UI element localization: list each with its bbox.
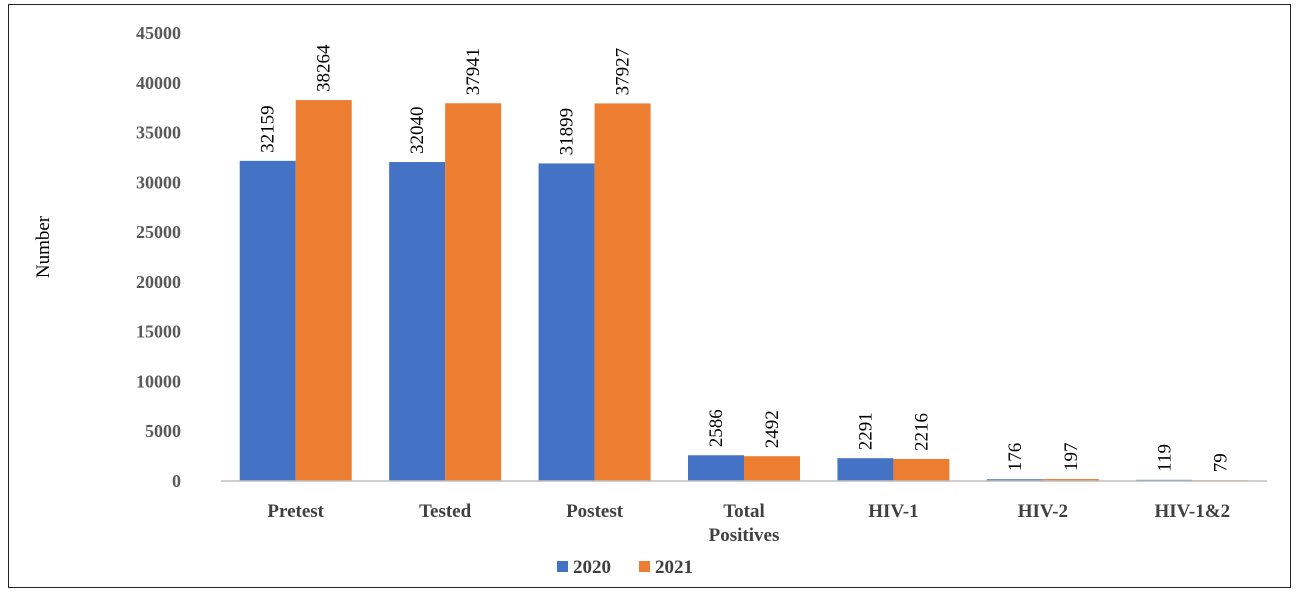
data-label: 32040	[407, 107, 428, 155]
y-tick-label: 40000	[136, 73, 181, 93]
x-tick-label: Positives	[709, 525, 780, 546]
bar-2020-3	[688, 455, 744, 481]
data-label: 31899	[557, 108, 578, 156]
data-label: 2586	[706, 409, 727, 447]
y-tick-label: 35000	[136, 123, 181, 143]
data-label: 2291	[855, 412, 876, 450]
legend-swatch-2021	[639, 561, 650, 572]
x-tick-label: Postest	[566, 501, 624, 522]
data-label: 176	[1005, 443, 1026, 472]
y-tick-label: 45000	[136, 23, 181, 43]
data-label: 37941	[463, 48, 484, 96]
chart-frame: 0 5000 10000 15000 20000 25000 30000 35000 40000…	[8, 4, 1291, 588]
bar-2020-4	[837, 458, 894, 481]
y-tick-label: 20000	[136, 272, 181, 292]
x-tick-label: HIV-1&2	[1154, 501, 1230, 522]
legend-swatch-2020	[557, 561, 568, 572]
y-tick-label: 5000	[145, 421, 181, 441]
bar-2021-0	[295, 100, 352, 482]
bar-2020-1	[389, 162, 446, 482]
y-tick-label: 10000	[136, 371, 181, 391]
bar-2021-5	[1042, 479, 1099, 481]
bar-chart: 0 5000 10000 15000 20000 25000 30000 35000 40000…	[33, 23, 1267, 578]
bar-2021-3	[744, 456, 800, 481]
bar-2021-4	[893, 458, 950, 481]
data-label: 119	[1154, 444, 1175, 472]
data-label: 2216	[911, 413, 932, 451]
x-tick-label: Total	[723, 501, 765, 522]
bar-2020-0	[239, 160, 296, 481]
data-label: 2492	[762, 410, 783, 448]
x-tick-label: Tested	[419, 501, 472, 522]
legend-label: 2020	[573, 557, 611, 578]
y-axis-label: Number	[33, 215, 54, 278]
data-label: 38264	[314, 44, 335, 92]
y-tick-label: 25000	[136, 222, 181, 242]
x-tick-label: HIV-2	[1018, 501, 1068, 522]
bar-2020-2	[538, 163, 595, 481]
x-tick-label: HIV-1	[868, 501, 918, 522]
y-tick-label: 0	[172, 471, 181, 491]
data-label: 37927	[613, 48, 634, 96]
bar-2021-1	[445, 103, 502, 481]
bar-2020-5	[986, 479, 1043, 481]
data-label: 32159	[258, 105, 279, 153]
y-tick-label: 30000	[136, 172, 181, 192]
data-label: 197	[1061, 443, 1082, 472]
data-label: 79	[1210, 453, 1231, 472]
x-tick-label: Pretest	[267, 501, 324, 522]
bar-2021-2	[594, 103, 651, 481]
y-tick-label: 15000	[136, 322, 181, 342]
legend-label: 2021	[655, 557, 693, 578]
